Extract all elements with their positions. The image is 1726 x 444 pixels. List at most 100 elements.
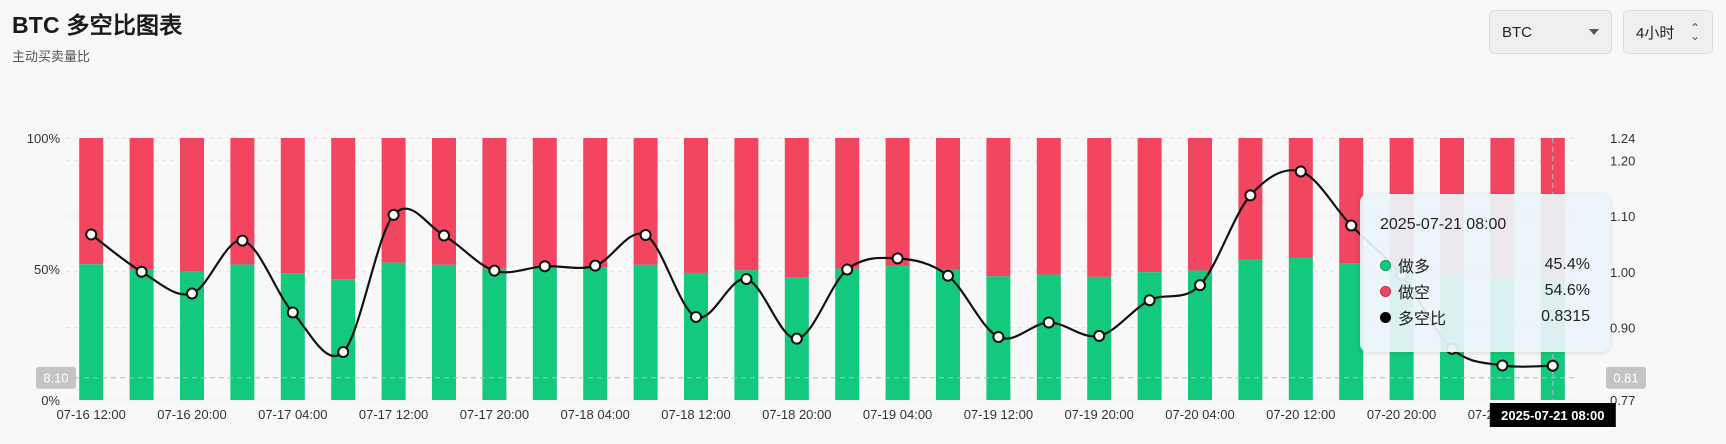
bar-long: [432, 264, 456, 400]
right-axis-tick-label: 1.20: [1610, 153, 1635, 168]
ratio-line-layer: [85, 165, 1559, 372]
bar-short: [432, 138, 456, 265]
ratio-point: [337, 346, 350, 359]
ratio-point: [639, 228, 652, 241]
bar-short: [180, 138, 204, 272]
tooltip-label-short: 做空: [1398, 285, 1431, 302]
x-axis-tick-label: 07-19 20:00: [1064, 407, 1133, 422]
page-title: BTC 多空比图表: [12, 12, 183, 38]
coin-select[interactable]: BTC: [1489, 10, 1612, 54]
bar-long: [1137, 272, 1162, 400]
x-axis-tick-label: 07-17 20:00: [460, 407, 529, 422]
bar-short: [482, 138, 507, 269]
data-tooltip: 2025-07-21 08:00 做多 45.4% 做空 54.6% 多空比 0…: [1360, 194, 1610, 352]
bars-layer: [79, 138, 1565, 400]
bar-short: [784, 138, 809, 278]
bar-long: [79, 264, 104, 400]
bar-short: [734, 138, 759, 271]
tooltip-row-short: 做空 54.6%: [1380, 278, 1590, 304]
right-axis-tick-label: 0.77: [1610, 393, 1635, 408]
ratio-point: [236, 234, 249, 247]
ratio-point: [286, 306, 299, 319]
bar-short: [986, 138, 1011, 277]
interval-select-value: 4小时: [1636, 24, 1675, 42]
tooltip-value-ratio: 0.8315: [1541, 308, 1590, 325]
bar-short: [280, 138, 305, 274]
axis-layer: 100% 50% 0% 1.24 1.20 1.10 1.00 0.90 0.77 07-16 1…: [27, 131, 1646, 427]
ratio-point: [1546, 359, 1559, 372]
ratio-point: [387, 208, 400, 221]
ratio-point: [135, 265, 148, 278]
bar-short: [1188, 138, 1212, 271]
bar-long: [885, 266, 910, 400]
bar-short: [885, 138, 910, 267]
x-axis-tick-label: 07-20 04:00: [1165, 407, 1234, 422]
bar-short: [835, 138, 860, 269]
bar-short: [583, 138, 608, 268]
ratio-point: [942, 269, 954, 282]
bar-long: [280, 273, 305, 400]
ratio-point: [1345, 219, 1358, 232]
ratio-legend-dot-icon: [1380, 311, 1391, 323]
page-subtitle: 主动买卖量比: [12, 49, 91, 64]
crosshair-time-label: 2025-07-21 08:00: [1501, 408, 1604, 423]
bar-long: [381, 262, 406, 400]
bar-long: [583, 267, 608, 400]
left-axis-tick-label: 50%: [34, 262, 60, 277]
ratio-point: [438, 229, 450, 242]
bar-short: [129, 138, 154, 269]
ratio-point: [841, 263, 854, 276]
left-axis-tick-label: 0%: [41, 393, 60, 408]
right-axis-tick-label: 0.90: [1610, 321, 1635, 336]
ratio-point: [1194, 279, 1206, 292]
bar-short: [633, 138, 658, 265]
bar-long: [684, 272, 708, 400]
x-axis-tick-label: 07-20 20:00: [1367, 407, 1436, 422]
x-axis-tick-label: 07-16 20:00: [157, 407, 226, 422]
crosshair-time-pill: [1489, 403, 1616, 427]
ratio-point: [740, 273, 753, 286]
ratio-point: [992, 331, 1005, 344]
bar-long: [734, 270, 759, 400]
bar-long: [835, 268, 860, 400]
ratio-point: [790, 332, 803, 345]
short-legend-dot-icon: [1380, 285, 1391, 297]
bar-short: [684, 138, 708, 273]
chevron-down-icon: [1589, 29, 1599, 35]
up-down-chevron-icon: ⌃ ⌄: [1689, 21, 1700, 43]
x-axis-tick-label: 07-17 04:00: [258, 407, 327, 422]
tooltip-row-ratio: 多空比 0.8315: [1380, 304, 1590, 330]
bar-short: [1036, 138, 1061, 275]
crosshair-left-label: 8.10: [43, 371, 68, 386]
bar-long: [633, 264, 658, 400]
ratio-point: [488, 264, 501, 277]
bar-short: [936, 138, 960, 270]
interval-select[interactable]: 4小时 ⌃ ⌄: [1623, 10, 1713, 54]
x-axis-tick-label: 07-17 12:00: [359, 407, 428, 422]
ratio-point: [1143, 294, 1156, 307]
right-axis-tick-label: 1.00: [1610, 265, 1635, 280]
x-axis-tick-label: 07-19 04:00: [863, 407, 932, 422]
crosshair-right-pill: [1606, 366, 1646, 389]
coin-select-value: BTC: [1502, 23, 1532, 41]
x-axis-tick-label: 07-19 12:00: [964, 407, 1033, 422]
ratio-point: [538, 260, 551, 273]
long-legend-dot-icon: [1380, 259, 1391, 271]
bar-short: [1087, 138, 1112, 277]
tooltip-time: 2025-07-21 08:00: [1380, 216, 1507, 233]
bar-short: [1339, 138, 1364, 264]
x-axis-tick-label: 07-18 12:00: [661, 407, 730, 422]
tooltip-label-ratio: 多空比: [1398, 311, 1447, 328]
bar-long: [1036, 274, 1061, 400]
bar-short: [1137, 138, 1162, 273]
bar-long: [1288, 257, 1313, 400]
ratio-point: [186, 287, 198, 300]
bar-long: [532, 267, 557, 400]
right-axis-tick-label: 1.24: [1610, 131, 1635, 146]
bar-short: [381, 138, 406, 263]
bar-long: [1238, 259, 1263, 400]
ratio-point: [1042, 316, 1055, 329]
bar-long: [936, 269, 960, 400]
bar-short: [79, 138, 104, 265]
bar-short: [331, 138, 356, 280]
